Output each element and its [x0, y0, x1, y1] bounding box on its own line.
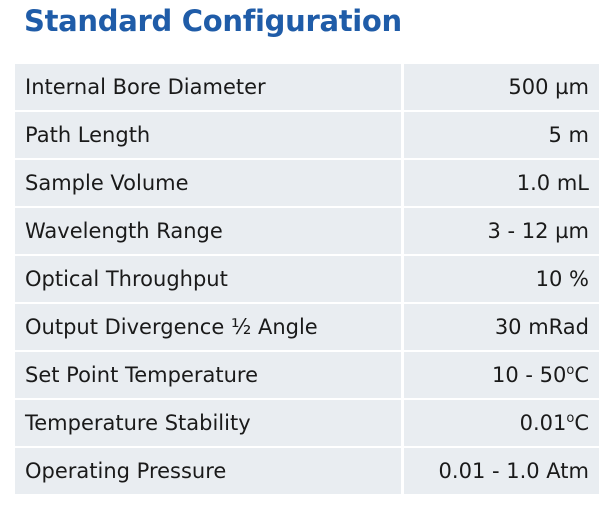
- value-text: 10 - 50: [491, 363, 567, 387]
- row-label: Set Point Temperature: [15, 352, 404, 398]
- table-row: Wavelength Range 3 - 12 µm: [15, 208, 599, 254]
- table-row: Optical Throughput 10 %: [15, 256, 599, 302]
- row-label: Wavelength Range: [15, 208, 404, 254]
- row-value: 0.01 - 1.0 Atm: [404, 448, 599, 494]
- row-value: 0.01oC: [404, 400, 599, 446]
- row-label: Operating Pressure: [15, 448, 404, 494]
- table-row: Set Point Temperature 10 - 50oC: [15, 352, 599, 398]
- title: Standard Configuration: [24, 4, 402, 38]
- value-unit: C: [574, 363, 589, 387]
- row-value: 10 %: [404, 256, 599, 302]
- value-unit: C: [574, 411, 589, 435]
- table-row: Internal Bore Diameter 500 µm: [15, 64, 599, 110]
- row-value: 3 - 12 µm: [404, 208, 599, 254]
- row-label: Sample Volume: [15, 160, 404, 206]
- row-label: Path Length: [15, 112, 404, 158]
- table-row: Temperature Stability 0.01oC: [15, 400, 599, 446]
- row-value: 500 µm: [404, 64, 599, 110]
- row-label: Temperature Stability: [15, 400, 404, 446]
- row-value: 5 m: [404, 112, 599, 158]
- row-label: Optical Throughput: [15, 256, 404, 302]
- value-text: 0.01: [519, 411, 567, 435]
- row-label: Output Divergence ½ Angle: [15, 304, 404, 350]
- row-label: Internal Bore Diameter: [15, 64, 404, 110]
- value-superscript: o: [566, 363, 575, 378]
- row-value: 10 - 50oC: [404, 352, 599, 398]
- row-value: 1.0 mL: [404, 160, 599, 206]
- value-superscript: o: [566, 411, 575, 426]
- table-row: Output Divergence ½ Angle 30 mRad: [15, 304, 599, 350]
- table-row: Sample Volume 1.0 mL: [15, 160, 599, 206]
- table-row: Path Length 5 m: [15, 112, 599, 158]
- config-table: Internal Bore Diameter 500 µm Path Length 5…: [15, 62, 599, 496]
- row-value: 30 mRad: [404, 304, 599, 350]
- table-row: Operating Pressure 0.01 - 1.0 Atm: [15, 448, 599, 494]
